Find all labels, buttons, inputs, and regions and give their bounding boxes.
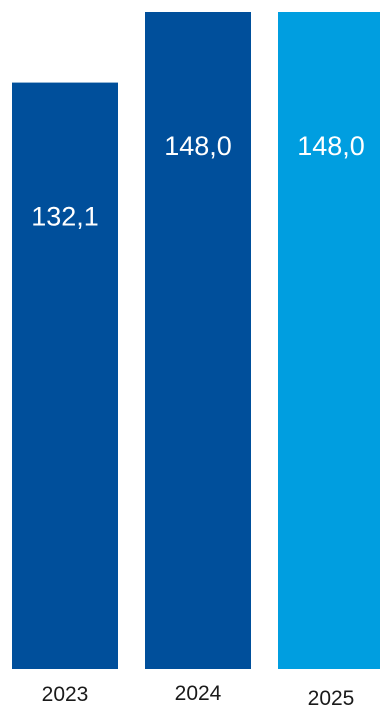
bar-2023 (12, 82, 118, 669)
x-tick-label-2023: 2023 (42, 683, 89, 706)
bar-value-label-2024: 148,0 (164, 131, 232, 161)
bar-2024 (145, 12, 251, 669)
bar-2025 (278, 12, 380, 669)
x-tick-label-2025: 2025 (308, 687, 355, 710)
x-tick-labels-group: 2023 2024 2025 (42, 682, 355, 710)
value-labels-group: 132,1 148,0 148,0 (31, 131, 365, 232)
bar-value-label-2023: 132,1 (31, 202, 99, 232)
bars-group (12, 12, 380, 669)
x-tick-label-2024: 2024 (175, 682, 222, 705)
bar-value-label-2025: 148,0 (297, 131, 365, 161)
